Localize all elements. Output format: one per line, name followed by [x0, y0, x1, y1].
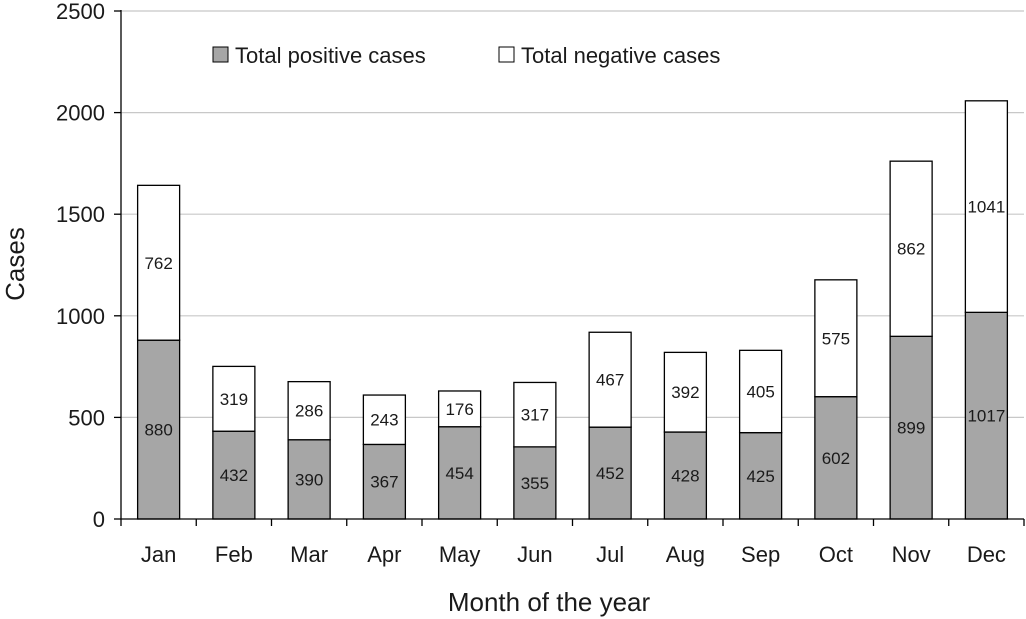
x-axis-ticks: Jan Feb Mar Apr May Jun Jul Aug Sep Oct Nov Dec: [120, 519, 1025, 567]
y-axis-title: Cases: [0, 227, 30, 301]
bars: [136, 100, 1009, 520]
label-positive-jul: 452: [596, 464, 624, 483]
legend-label-positive: Total positive cases: [235, 43, 426, 68]
x-tick-label: Apr: [367, 542, 401, 567]
bar-negative-jul: [588, 331, 632, 428]
label-negative-jan: 762: [144, 254, 172, 273]
bar-positive-oct: [814, 396, 858, 520]
x-tick-label: Sep: [741, 542, 780, 567]
bar-positive-jan: [136, 339, 181, 520]
bar-positive-jul: [588, 426, 632, 520]
x-axis-title: Month of the year: [448, 587, 651, 617]
bar-negative-jun: [513, 381, 557, 448]
y-tick-label: 2500: [56, 0, 105, 24]
legend-swatch-negative: [498, 46, 515, 63]
legend: Total positive cases Total negative case…: [212, 43, 720, 68]
gridlines: [121, 10, 1024, 418]
label-negative-aug: 392: [671, 383, 699, 402]
bar-negative-may: [437, 390, 482, 428]
label-positive-may: 454: [445, 464, 473, 483]
bar-positive-sep: [738, 431, 783, 520]
data-labels: 880 762 432 319 390 286 367 243 454 176 355 317 452 4…: [144, 198, 1005, 493]
bar-positive-aug: [663, 431, 708, 520]
bar-negative-oct: [814, 279, 858, 398]
x-tick-label: Dec: [967, 542, 1006, 567]
label-positive-jan: 880: [144, 421, 172, 440]
label-positive-feb: 432: [220, 466, 248, 485]
bar-negative-feb: [212, 365, 256, 432]
x-tick-label: Feb: [215, 542, 253, 567]
bar-negative-mar: [287, 380, 331, 441]
x-tick-label: May: [439, 542, 481, 567]
label-positive-sep: 425: [746, 467, 774, 486]
label-negative-oct: 575: [822, 329, 850, 348]
bar-negative-sep: [738, 349, 783, 434]
legend-swatch-positive: [212, 46, 229, 63]
label-positive-apr: 367: [370, 473, 398, 492]
x-tick-label: Oct: [819, 542, 853, 567]
label-positive-oct: 602: [822, 449, 850, 468]
label-positive-jun: 355: [521, 474, 549, 493]
y-axis-ticks: 0 500 1000 1500 2000 2500: [56, 0, 121, 532]
bar-negative-nov: [889, 160, 933, 337]
label-negative-mar: 286: [295, 402, 323, 421]
y-tick-label: 1000: [56, 304, 105, 329]
label-positive-dec: 1017: [967, 407, 1005, 426]
x-tick-label: Jun: [517, 542, 552, 567]
label-positive-mar: 390: [295, 470, 323, 489]
x-tick-label: Mar: [290, 542, 328, 567]
legend-label-negative: Total negative cases: [521, 43, 720, 68]
label-positive-aug: 428: [671, 467, 699, 486]
bar-negative-dec: [964, 100, 1009, 313]
label-negative-apr: 243: [370, 411, 398, 430]
bar-positive-nov: [889, 335, 933, 520]
label-negative-jun: 317: [521, 406, 549, 425]
x-tick-label: Jul: [596, 542, 624, 567]
label-positive-nov: 899: [897, 419, 925, 438]
bar-negative-aug: [663, 351, 708, 433]
x-tick-label: Jan: [141, 542, 176, 567]
bar-positive-may: [437, 426, 482, 520]
y-tick-label: 500: [68, 405, 105, 430]
y-tick-label: 1500: [56, 202, 105, 227]
label-negative-dec: 1041: [967, 198, 1005, 217]
label-negative-may: 176: [445, 400, 473, 419]
label-negative-feb: 319: [220, 390, 248, 409]
y-tick-label: 2000: [56, 101, 105, 126]
label-negative-jul: 467: [596, 371, 624, 390]
x-tick-label: Aug: [666, 542, 705, 567]
label-negative-sep: 405: [746, 382, 774, 401]
y-tick-label: 0: [93, 507, 105, 532]
x-tick-label: Nov: [892, 542, 931, 567]
label-negative-nov: 862: [897, 240, 925, 259]
bar-negative-jan: [136, 184, 181, 341]
axes: [120, 10, 1024, 520]
bar-negative-apr: [362, 394, 407, 446]
